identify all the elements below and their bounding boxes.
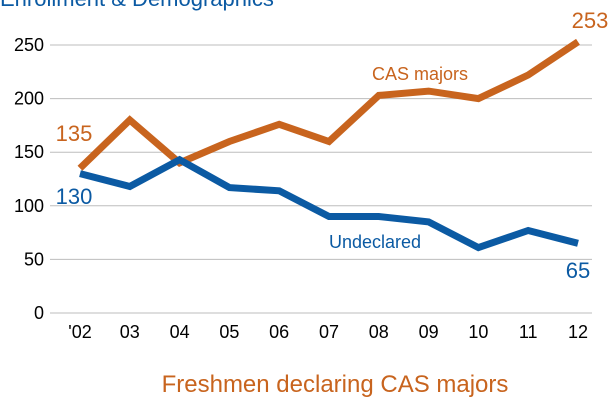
y-tick-label: 0 bbox=[34, 303, 44, 323]
x-tick-label: 08 bbox=[369, 322, 389, 342]
y-tick-label: 150 bbox=[14, 142, 44, 162]
line-series bbox=[77, 38, 580, 171]
x-tick-label: 03 bbox=[120, 322, 140, 342]
value-label: 130 bbox=[56, 184, 93, 209]
x-axis-label: Freshmen declaring CAS majors bbox=[162, 371, 509, 398]
y-tick-label: 200 bbox=[14, 89, 44, 109]
x-tick-label: 09 bbox=[419, 322, 439, 342]
value-label: 253 bbox=[572, 8, 609, 33]
x-tick-label: 12 bbox=[568, 322, 588, 342]
x-tick-label: 05 bbox=[219, 322, 239, 342]
series-label: CAS majors bbox=[372, 64, 468, 84]
x-tick-label: 04 bbox=[170, 322, 190, 342]
series-label: Undeclared bbox=[329, 232, 421, 252]
x-tick-label: 11 bbox=[519, 322, 538, 342]
line-series bbox=[79, 155, 579, 252]
value-label: 135 bbox=[56, 121, 93, 146]
y-tick-label: 250 bbox=[14, 35, 44, 55]
chart-title: Enrollment & Demographics bbox=[0, 0, 274, 11]
value-label: 65 bbox=[566, 258, 590, 283]
x-tick-label: 10 bbox=[468, 322, 488, 342]
y-tick-label: 50 bbox=[24, 249, 44, 269]
x-tick-label: '02 bbox=[68, 322, 91, 342]
x-tick-label: 06 bbox=[269, 322, 289, 342]
x-tick-label: 07 bbox=[319, 322, 339, 342]
y-tick-label: 100 bbox=[14, 196, 44, 216]
